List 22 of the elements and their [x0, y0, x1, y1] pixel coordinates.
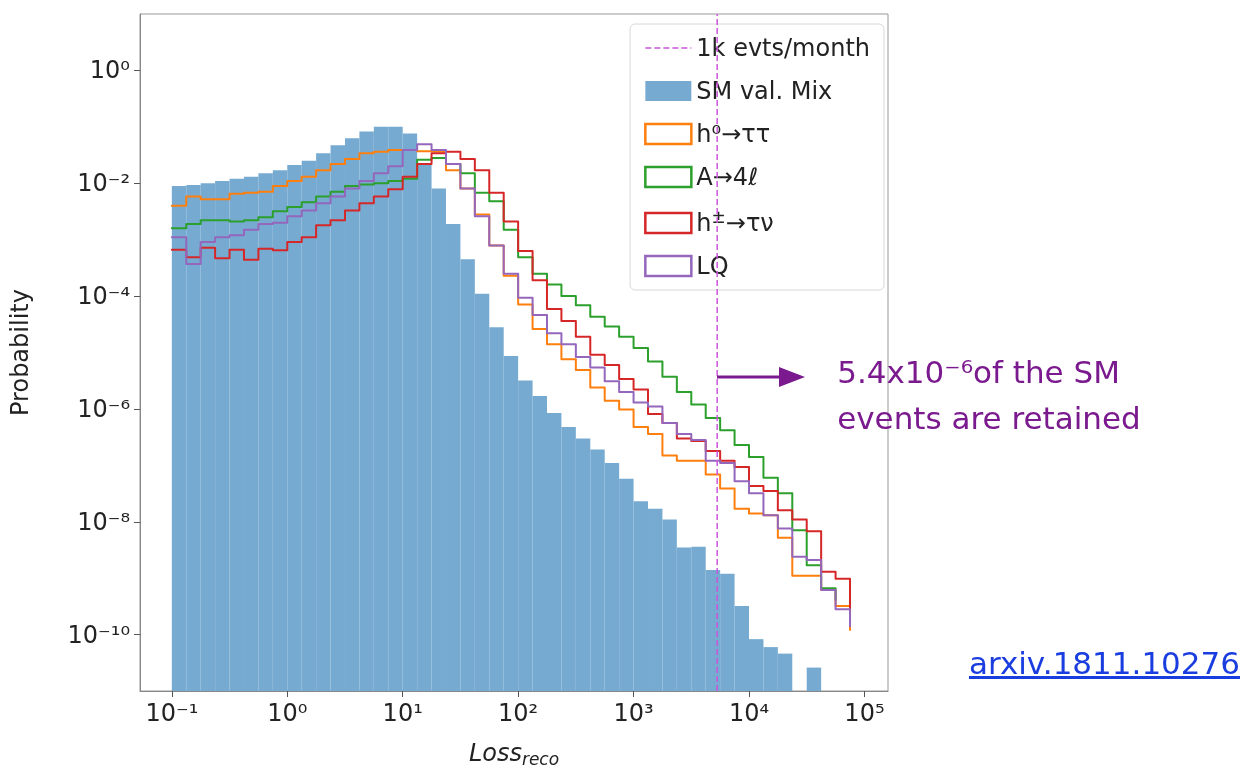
y-tick-label: 10⁻⁴ [77, 282, 130, 311]
x-tick-label: 10⁰ [267, 699, 308, 727]
y-tick-label: 10⁻² [77, 169, 130, 198]
x-tick-label: 10⁴ [728, 699, 770, 727]
y-tick-label: 10⁻⁸ [77, 507, 130, 536]
y-tick-label: 10⁻¹⁰ [67, 620, 130, 649]
x-tick-label: 10⁻¹ [145, 699, 199, 727]
legend-label: h⁰→ττ [696, 120, 771, 148]
x-tick-label: 10² [498, 699, 539, 727]
annotation: 5.4x10⁻⁶of the SM events are retained [837, 353, 1142, 438]
x-tick-label: 10⁵ [844, 699, 885, 727]
text: arxiv.1811.10276 [968, 645, 1240, 681]
ref-line-label: 1k evts/month [696, 34, 871, 62]
y-tick-label: 10⁻⁶ [77, 394, 130, 423]
x-tick-label: 10³ [613, 699, 654, 727]
legend-label: A→4ℓ [696, 163, 759, 191]
legend-label: SM val. Mix [696, 77, 833, 105]
x-tick-label: 10¹ [382, 699, 423, 727]
legend-label: LQ [696, 252, 729, 280]
legend-label: h±→τν [696, 206, 774, 237]
y-axis-title: Probability [6, 289, 34, 416]
y-tick-label: 10⁰ [89, 56, 130, 85]
